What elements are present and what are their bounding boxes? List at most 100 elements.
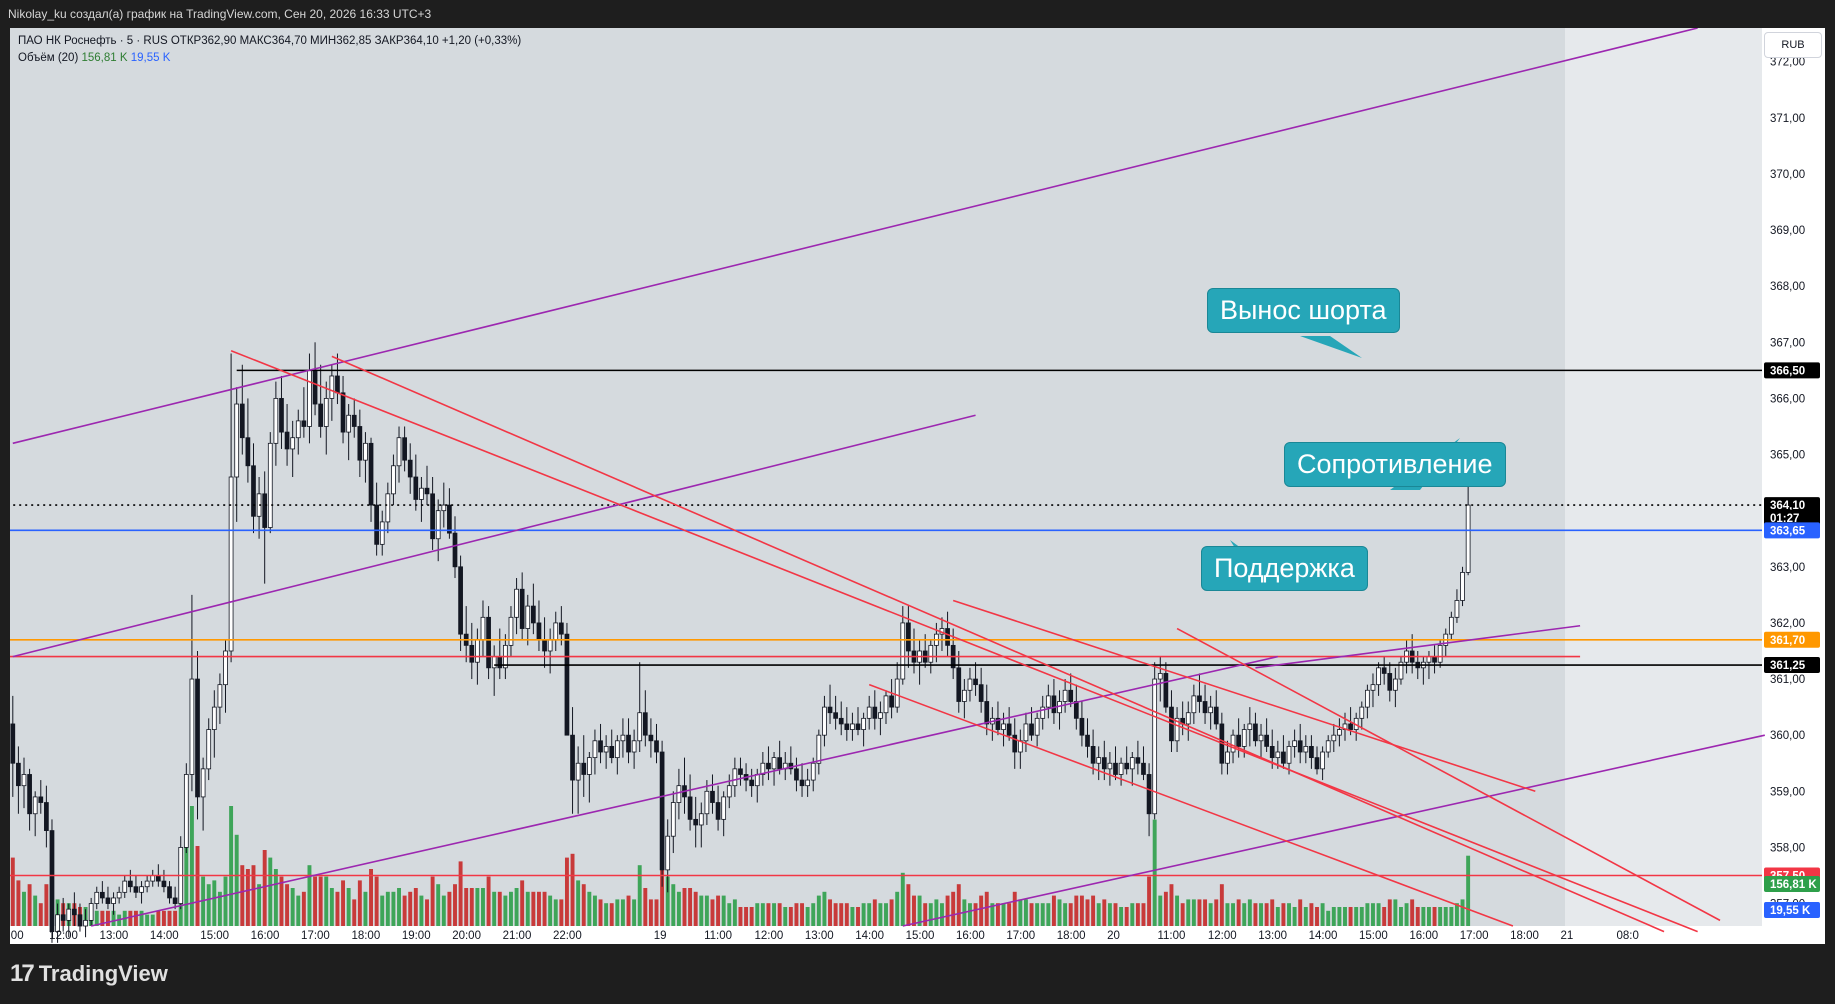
volume-bar	[133, 910, 138, 926]
callout-support[interactable]: Поддержка	[1201, 546, 1368, 591]
callout-resistance[interactable]: Сопротивление	[1284, 442, 1506, 487]
chart-attribution: Nikolay_ku создал(а) график на TradingVi…	[8, 7, 432, 21]
candle-body	[1454, 600, 1460, 618]
volume-bar	[1359, 907, 1364, 926]
volume-bar	[828, 899, 832, 926]
volume-bar	[313, 876, 318, 926]
candle-body	[676, 785, 682, 803]
volume-bar	[223, 876, 228, 926]
candle-body	[827, 706, 833, 714]
candle-body	[995, 717, 1001, 730]
candle-body	[1387, 673, 1393, 691]
candle-body	[1253, 723, 1258, 742]
candle-body	[1241, 729, 1247, 747]
x-tick-label: 16:00	[956, 930, 985, 942]
volume-bar	[469, 888, 474, 926]
currency-button[interactable]: RUB	[1764, 32, 1822, 58]
price-axis	[1762, 28, 1824, 944]
candle-body	[519, 588, 525, 629]
volume-bar	[1449, 907, 1454, 926]
volume-bar	[173, 910, 178, 926]
candle-body	[732, 768, 738, 787]
volume-bar	[654, 899, 659, 926]
volume-bar	[1303, 907, 1308, 926]
candle-body	[962, 689, 967, 702]
candle-body	[217, 684, 223, 708]
volume-bar	[1426, 907, 1431, 926]
candle-body	[497, 656, 503, 669]
candle-body	[351, 414, 357, 427]
candle-body	[810, 762, 816, 781]
volume-bar	[979, 895, 984, 926]
candle-body	[945, 628, 950, 646]
candle-body	[816, 734, 822, 764]
candle-body	[122, 880, 128, 893]
symbol-ohlc-line[interactable]: ПАО НК Роснефть · 5 · RUS ОТКР362,90 МАК…	[18, 35, 522, 47]
candle-body	[111, 897, 116, 904]
candle-body	[413, 476, 419, 500]
volume-bar	[609, 903, 614, 926]
volume-bar	[385, 891, 390, 926]
volume-bar	[1326, 910, 1331, 926]
volume-bar	[279, 876, 284, 926]
volume-bar	[794, 903, 799, 926]
volume-label: Объём (20)	[18, 52, 79, 64]
y-tick-label: 367,00	[1770, 337, 1805, 349]
candle-body	[642, 712, 648, 736]
candle-body	[514, 588, 519, 618]
candle-body	[1073, 701, 1079, 719]
x-tick-label: 13:00	[805, 930, 834, 942]
price-axis-marker	[1764, 657, 1820, 674]
y-tick-label: 358,00	[1770, 842, 1805, 854]
volume-bar	[833, 903, 838, 926]
volume-legend[interactable]: Объём (20) 156,81 K 19,55 K	[18, 50, 521, 67]
candle-body	[1174, 717, 1180, 742]
candle-body	[883, 695, 889, 714]
candle-body	[480, 616, 486, 641]
price-chart[interactable]: 372,00 371,00 370,00 369,00 368,00 367,00 366,…	[10, 28, 1825, 944]
candle-body	[659, 751, 665, 871]
candle-body	[749, 779, 755, 787]
volume-bar	[290, 888, 295, 926]
callout-short-squeeze[interactable]: Вынос шорта	[1207, 288, 1400, 333]
candle-body	[1101, 757, 1107, 770]
candle-body	[307, 369, 312, 427]
candle-body	[1370, 684, 1376, 691]
volume-bar	[1292, 907, 1297, 926]
x-tick-label: 20	[1107, 930, 1120, 942]
x-tick-label: 15:00	[200, 930, 229, 942]
volume-bar	[581, 884, 586, 926]
volume-bar	[553, 899, 558, 926]
candle-body	[799, 779, 805, 787]
price-axis-marker-label: 361,25	[1770, 660, 1806, 672]
volume-bar	[1180, 903, 1185, 926]
candle-body	[77, 914, 83, 927]
volume-bar	[1152, 819, 1157, 926]
candle-body	[279, 398, 284, 433]
x-tick-label: 14:00	[855, 930, 884, 942]
volume-bar	[1197, 899, 1202, 926]
candle-body	[1034, 717, 1040, 736]
price-axis-marker	[1764, 509, 1820, 526]
volume-bar	[111, 910, 116, 926]
volume-bar	[592, 895, 597, 926]
candle-body	[1359, 706, 1365, 719]
candle-body	[878, 712, 883, 719]
volume-bar	[895, 891, 900, 926]
future-area	[1565, 28, 1762, 926]
volume-bar	[1074, 895, 1079, 926]
candle-body	[1208, 706, 1214, 714]
volume-bar	[525, 891, 530, 926]
volume-bar	[139, 910, 144, 926]
volume-bar	[1057, 899, 1062, 926]
volume-bar	[531, 891, 536, 926]
volume-bar	[1175, 895, 1180, 926]
candle-body	[1331, 734, 1337, 742]
candle-body	[1006, 723, 1012, 736]
volume-value: 156,81 K	[81, 52, 128, 64]
x-tick-label: 15:00	[1359, 930, 1388, 942]
volume-bar	[1331, 907, 1336, 926]
candle-body	[754, 774, 760, 787]
candle-body	[21, 774, 27, 787]
candle-body	[161, 880, 167, 888]
